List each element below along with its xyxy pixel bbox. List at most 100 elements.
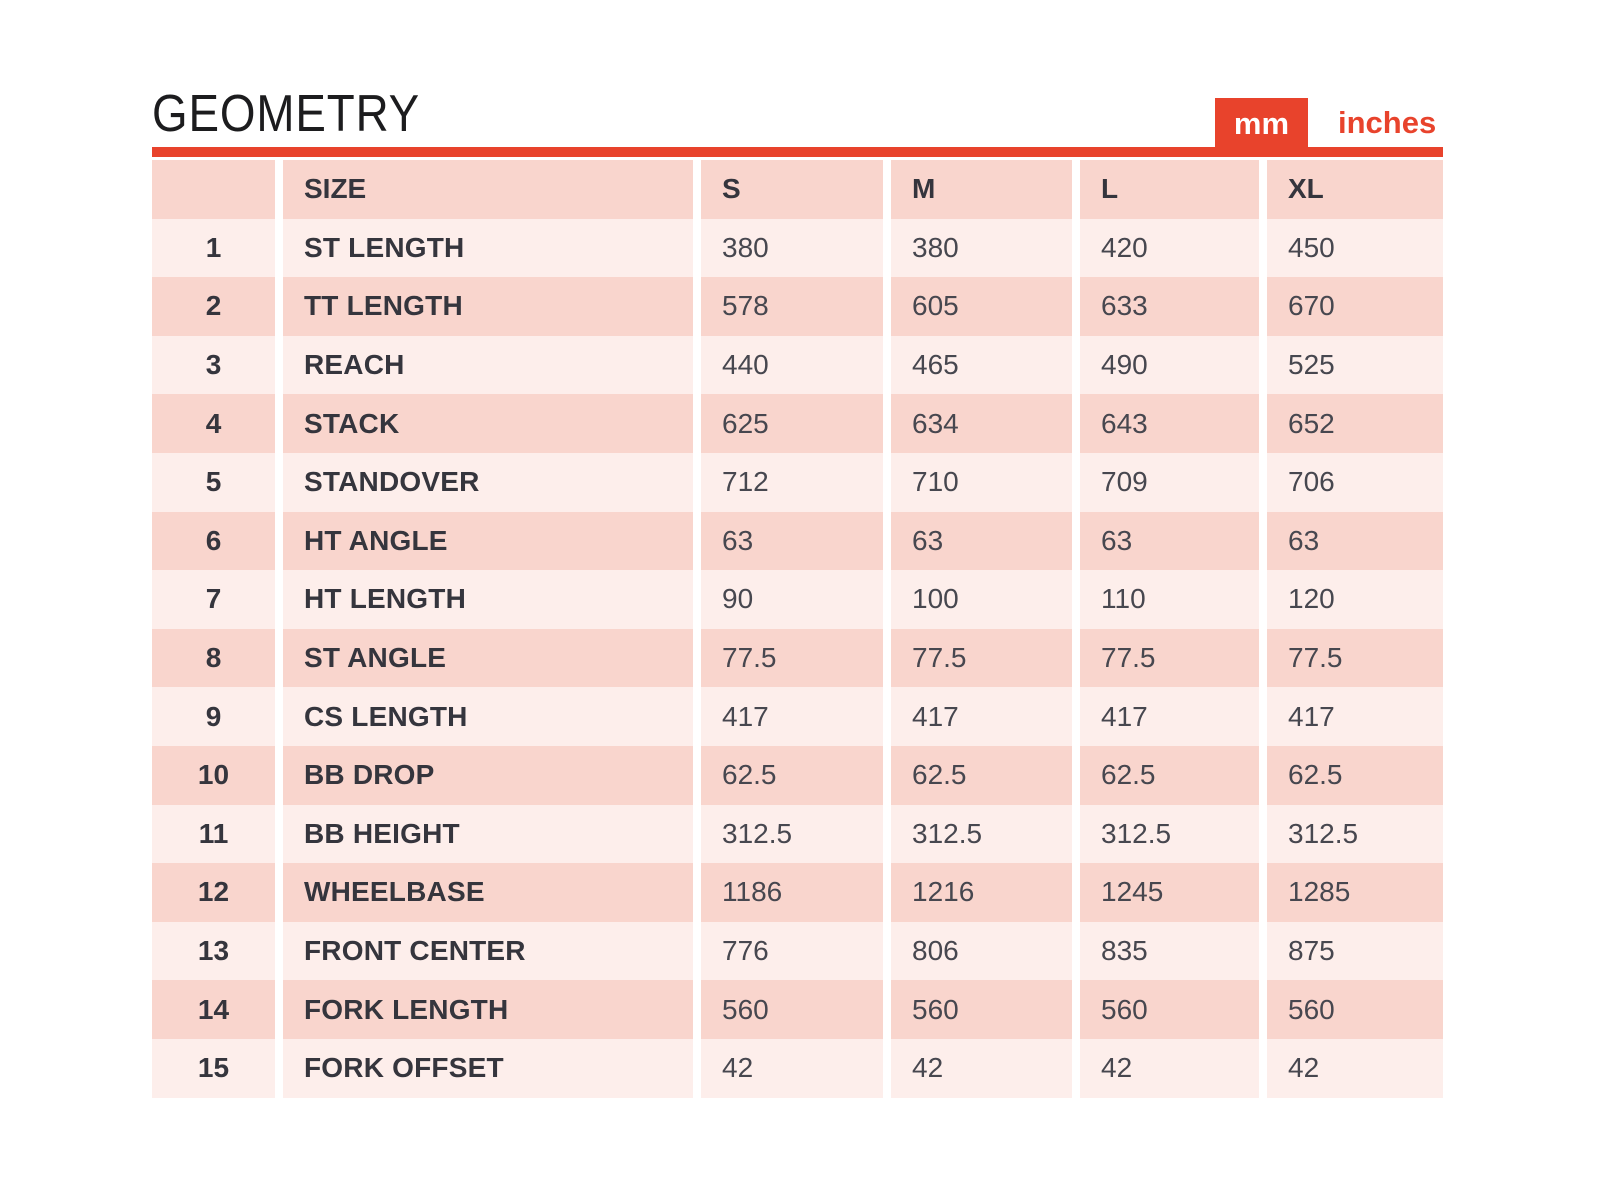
value-cell: 312.5 <box>1080 804 1259 864</box>
row-number: 3 <box>152 335 275 395</box>
value-cell: 560 <box>1267 980 1443 1039</box>
unit-tab-inches[interactable]: inches <box>1338 98 1436 147</box>
param-label: HT LENGTH <box>283 570 693 629</box>
value-cell: 417 <box>1267 687 1443 746</box>
param-label: BB DROP <box>283 745 693 805</box>
value-cell: 380 <box>701 218 883 278</box>
value-cell: 652 <box>1267 394 1443 453</box>
value-cell: 312.5 <box>701 804 883 864</box>
value-cell: 417 <box>891 687 1072 746</box>
value-cell: 77.5 <box>1080 628 1259 688</box>
value-cell: 835 <box>1080 921 1259 981</box>
value-cell: 42 <box>1267 1038 1443 1098</box>
value-cell: 643 <box>1080 394 1259 453</box>
value-cell: 525 <box>1267 335 1443 395</box>
header-cell-size: SIZE <box>283 160 693 219</box>
value-cell: 625 <box>701 394 883 453</box>
header-cell-xl: XL <box>1267 160 1443 219</box>
value-cell: 806 <box>891 921 1072 981</box>
row-number: 10 <box>152 745 275 805</box>
value-cell: 706 <box>1267 452 1443 512</box>
table-row: 9 CS LENGTH 417 417 417 417 <box>152 687 1443 746</box>
value-cell: 312.5 <box>891 804 1072 864</box>
row-number: 7 <box>152 570 275 629</box>
param-label: STANDOVER <box>283 452 693 512</box>
table-row: 2 TT LENGTH 578 605 633 670 <box>152 277 1443 336</box>
row-number: 9 <box>152 687 275 746</box>
unit-tab-inches-label: inches <box>1338 104 1437 140</box>
value-cell: 776 <box>701 921 883 981</box>
param-label: TT LENGTH <box>283 277 693 336</box>
value-cell: 77.5 <box>701 628 883 688</box>
table-row: 1 ST LENGTH 380 380 420 450 <box>152 218 1443 278</box>
value-cell: 62.5 <box>1080 745 1259 805</box>
value-cell: 1216 <box>891 863 1072 922</box>
param-label: ST LENGTH <box>283 218 693 278</box>
page-title: GEOMETRY <box>152 85 421 143</box>
header-cell-m: M <box>891 160 1072 219</box>
table-row: 6 HT ANGLE 63 63 63 63 <box>152 511 1443 571</box>
param-label: FRONT CENTER <box>283 921 693 981</box>
table-body: 1 ST LENGTH 380 380 420 450 2 TT LENGTH … <box>152 218 1443 1098</box>
table-row: 10 BB DROP 62.5 62.5 62.5 62.5 <box>152 745 1443 805</box>
table-row: 11 BB HEIGHT 312.5 312.5 312.5 312.5 <box>152 804 1443 864</box>
row-number: 15 <box>152 1038 275 1098</box>
param-label: REACH <box>283 335 693 395</box>
param-label: HT ANGLE <box>283 511 693 571</box>
value-cell: 77.5 <box>1267 628 1443 688</box>
table-row: 3 REACH 440 465 490 525 <box>152 335 1443 395</box>
value-cell: 312.5 <box>1267 804 1443 864</box>
value-cell: 417 <box>701 687 883 746</box>
value-cell: 560 <box>701 980 883 1039</box>
value-cell: 63 <box>701 511 883 571</box>
param-label: WHEELBASE <box>283 863 693 922</box>
row-number: 14 <box>152 980 275 1039</box>
table-row: 8 ST ANGLE 77.5 77.5 77.5 77.5 <box>152 628 1443 688</box>
table-header-row: SIZE S M L XL <box>152 160 1443 219</box>
value-cell: 62.5 <box>891 745 1072 805</box>
table-row: 4 STACK 625 634 643 652 <box>152 394 1443 453</box>
value-cell: 63 <box>1267 511 1443 571</box>
value-cell: 90 <box>701 570 883 629</box>
param-label: FORK OFFSET <box>283 1038 693 1098</box>
value-cell: 1186 <box>701 863 883 922</box>
value-cell: 578 <box>701 277 883 336</box>
value-cell: 420 <box>1080 218 1259 278</box>
header-cell-l: L <box>1080 160 1259 219</box>
row-number: 6 <box>152 511 275 571</box>
value-cell: 490 <box>1080 335 1259 395</box>
value-cell: 77.5 <box>891 628 1072 688</box>
value-cell: 709 <box>1080 452 1259 512</box>
value-cell: 63 <box>1080 511 1259 571</box>
accent-bar <box>152 147 1443 157</box>
row-number: 13 <box>152 921 275 981</box>
param-label: ST ANGLE <box>283 628 693 688</box>
row-number: 2 <box>152 277 275 336</box>
value-cell: 633 <box>1080 277 1259 336</box>
value-cell: 42 <box>1080 1038 1259 1098</box>
value-cell: 450 <box>1267 218 1443 278</box>
geometry-table: SIZE S M L XL 1 ST LENGTH 380 380 420 45… <box>152 160 1443 1098</box>
table-row: 14 FORK LENGTH 560 560 560 560 <box>152 980 1443 1039</box>
value-cell: 634 <box>891 394 1072 453</box>
table-row: 5 STANDOVER 712 710 709 706 <box>152 452 1443 512</box>
value-cell: 875 <box>1267 921 1443 981</box>
table-row: 12 WHEELBASE 1186 1216 1245 1285 <box>152 863 1443 922</box>
value-cell: 42 <box>701 1038 883 1098</box>
row-number: 5 <box>152 452 275 512</box>
value-cell: 440 <box>701 335 883 395</box>
value-cell: 110 <box>1080 570 1259 629</box>
value-cell: 100 <box>891 570 1072 629</box>
value-cell: 710 <box>891 452 1072 512</box>
param-label: STACK <box>283 394 693 453</box>
value-cell: 1285 <box>1267 863 1443 922</box>
value-cell: 62.5 <box>701 745 883 805</box>
header-cell-empty <box>152 160 275 219</box>
row-number: 8 <box>152 628 275 688</box>
value-cell: 380 <box>891 218 1072 278</box>
table-row: 15 FORK OFFSET 42 42 42 42 <box>152 1038 1443 1098</box>
value-cell: 560 <box>891 980 1072 1039</box>
value-cell: 62.5 <box>1267 745 1443 805</box>
value-cell: 120 <box>1267 570 1443 629</box>
